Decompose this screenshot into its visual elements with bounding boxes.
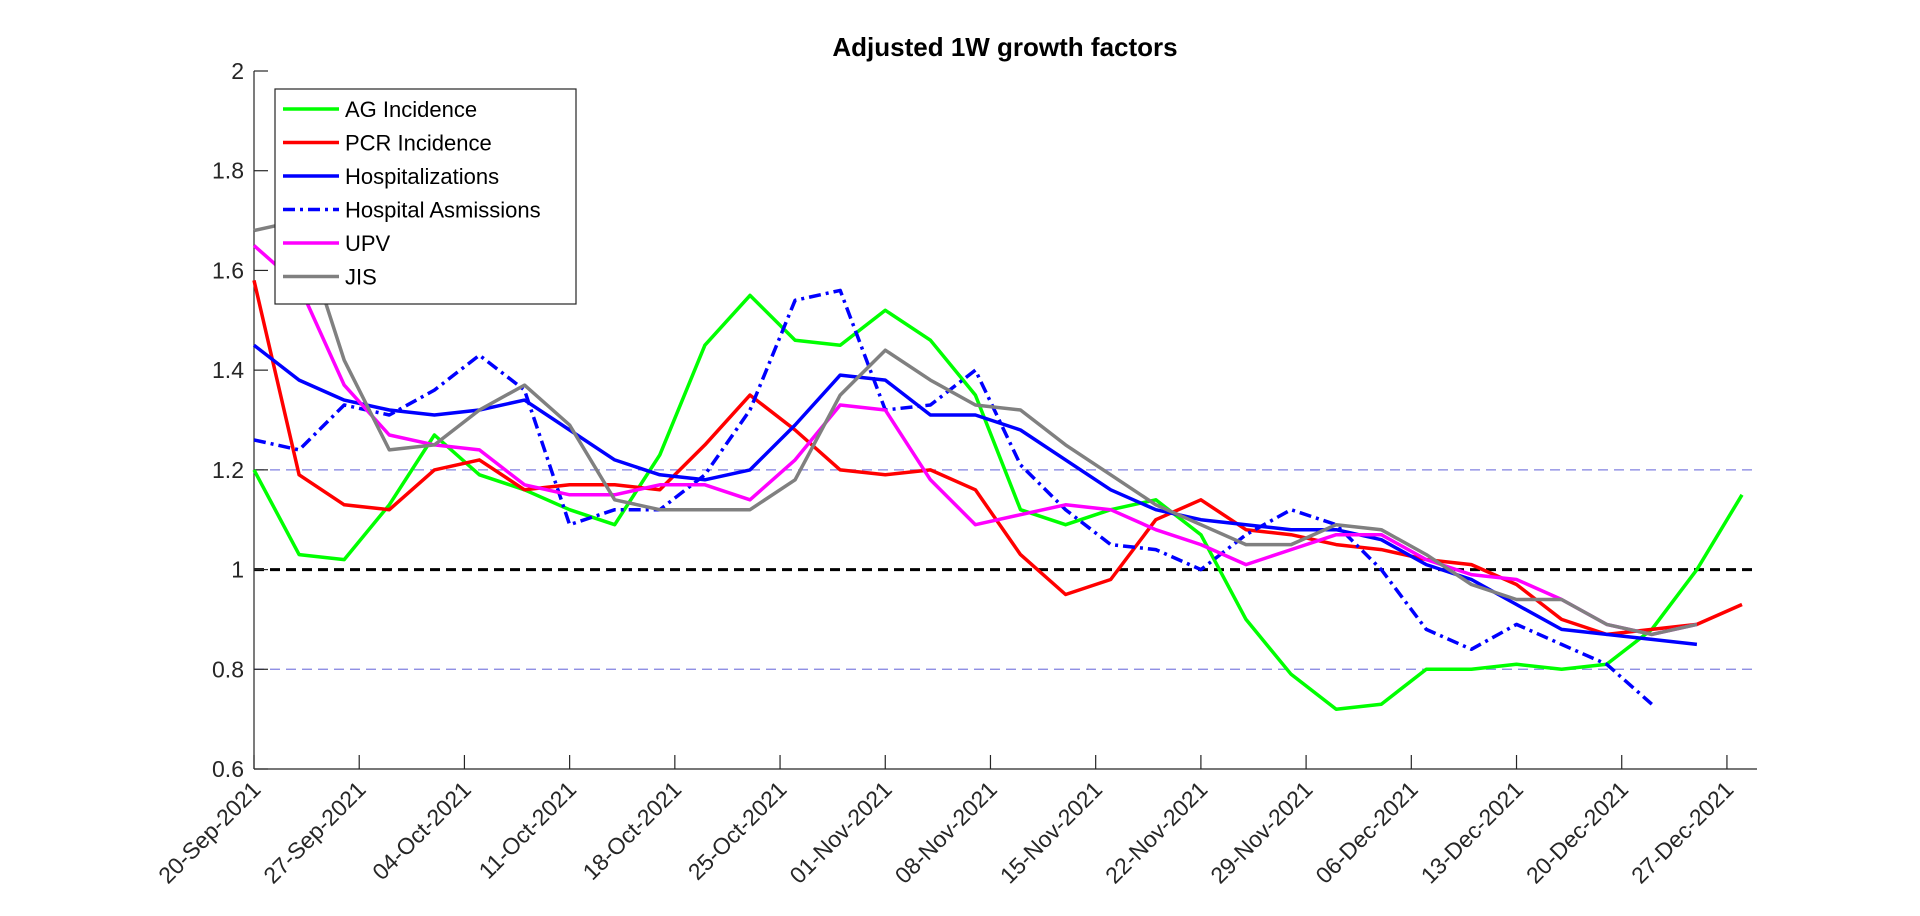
legend-label: PCR Incidence: [345, 131, 492, 156]
y-tick-label: 1.6: [212, 257, 244, 283]
y-tick-label: 1.4: [212, 357, 244, 383]
chart-title: Adjusted 1W growth factors: [832, 32, 1177, 62]
y-tick-label: 1.8: [212, 158, 244, 184]
y-tick-label: 2: [231, 58, 244, 84]
y-tick-label: 1: [231, 557, 244, 583]
legend-label: UPV: [345, 231, 391, 256]
series-line: [253, 218, 1698, 637]
series-line: [253, 288, 1653, 706]
legend: AG Incidence PCR Incidence Hospitalization…: [274, 88, 577, 305]
legend-box: [274, 88, 577, 305]
legend-label: JIS: [345, 265, 377, 290]
y-tick-label: 0.6: [212, 756, 244, 782]
y-tick-label: 1.2: [212, 457, 244, 483]
y-tick-label: 0.8: [212, 656, 244, 682]
legend-label: Hospitalizations: [345, 164, 499, 189]
series-line: [252, 293, 1744, 711]
series-line: [252, 280, 1743, 637]
series-line: [252, 244, 1698, 637]
legend-label: AG Incidence: [345, 97, 477, 122]
legend-label: Hospital Asmissions: [345, 198, 541, 223]
